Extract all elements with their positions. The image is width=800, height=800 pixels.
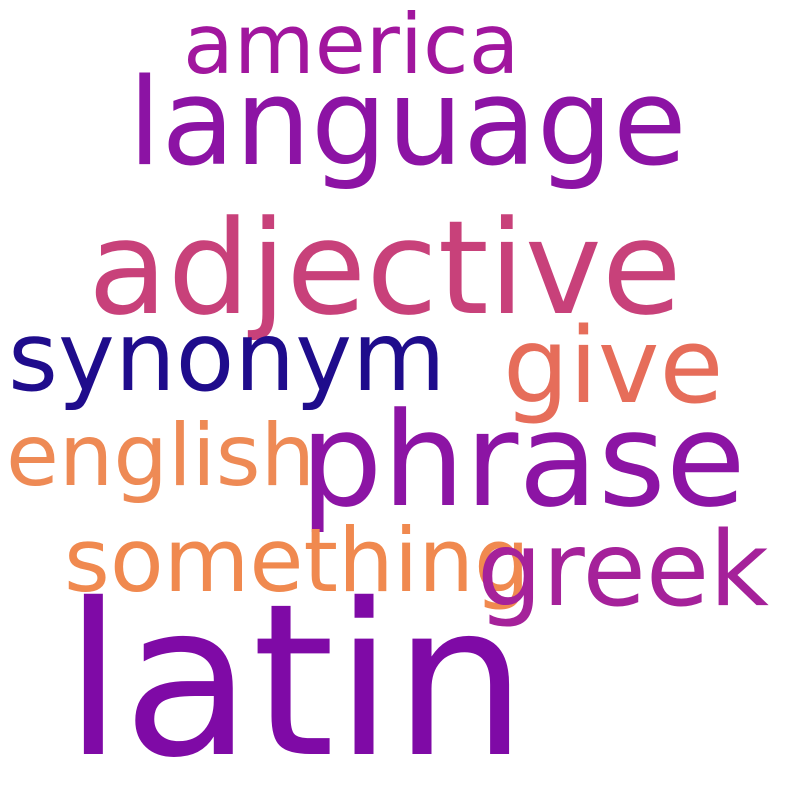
word-english: english [6,406,316,506]
word-language: language [128,54,687,193]
word-something: something [64,509,530,612]
word-adjective: adjective [88,192,682,344]
word-greek: greek [477,510,769,630]
word-phrase: phrase [300,384,746,536]
word-synonym: synonym [8,301,446,413]
word-give: give [503,305,724,427]
word-america: america [183,0,520,93]
word-latin: latin [64,558,528,800]
